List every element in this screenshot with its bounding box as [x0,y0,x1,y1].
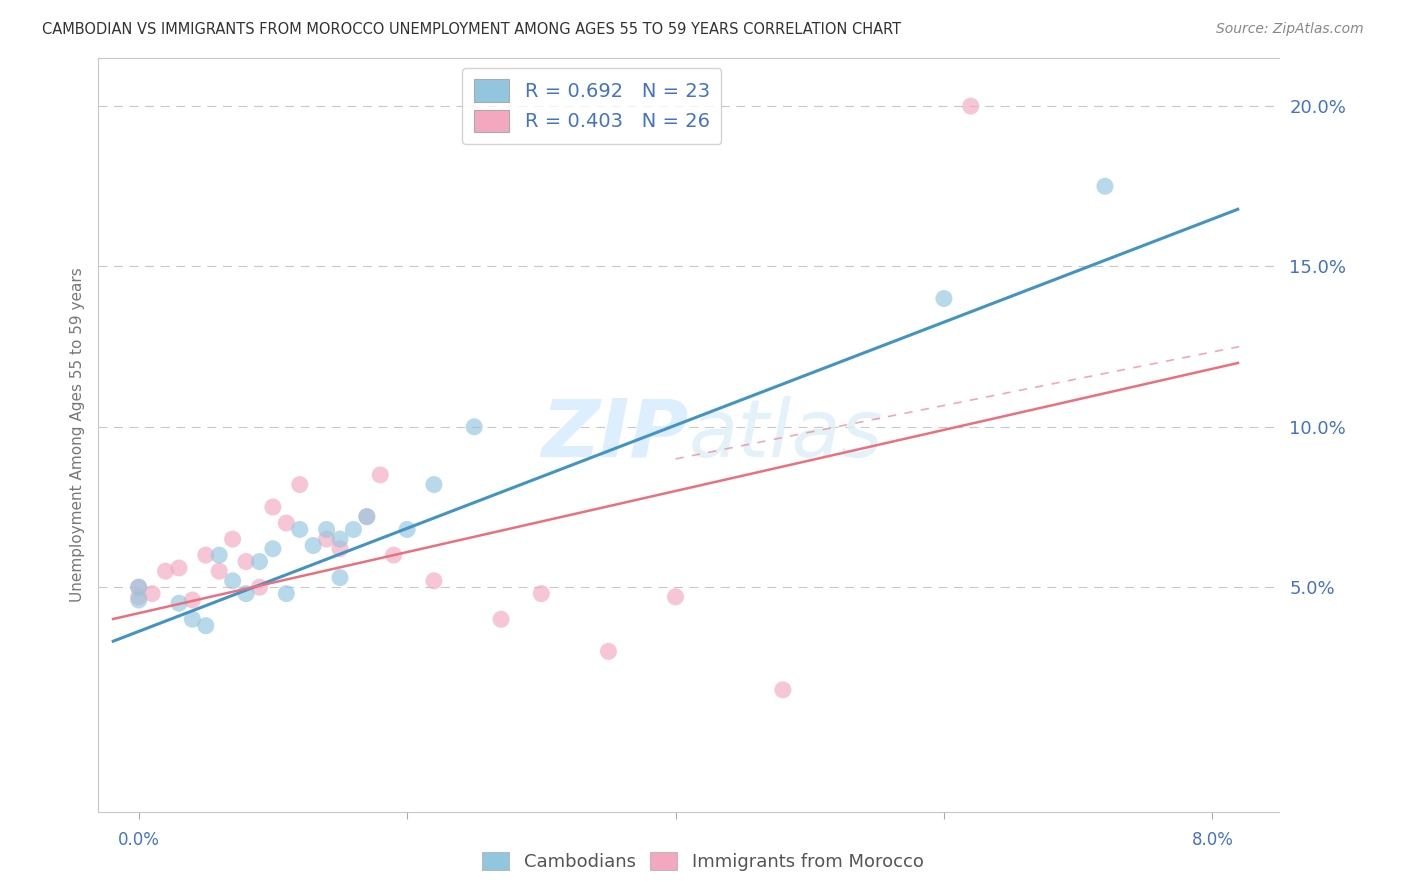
Point [262,500,284,514]
Point [128,580,150,594]
Point [932,292,955,306]
Y-axis label: Unemployment Among Ages 55 to 59 years: Unemployment Among Ages 55 to 59 years [69,268,84,602]
Point [181,612,204,626]
Point [959,99,981,113]
Point [1094,179,1116,194]
Point [489,612,512,626]
Point [167,561,190,575]
Point [530,586,553,600]
Point [221,574,243,588]
Point [288,523,311,537]
Point [262,541,284,556]
Point [329,541,352,556]
Text: atlas: atlas [689,396,884,474]
Point [276,586,298,600]
Point [249,555,271,569]
Point [315,532,337,546]
Point [423,477,446,491]
Point [772,682,794,697]
Point [155,564,177,578]
Point [141,586,163,600]
Point [181,593,204,607]
Point [128,580,150,594]
Point [128,593,150,607]
Point [249,580,271,594]
Point [382,548,405,562]
Legend: Cambodians, Immigrants from Morocco: Cambodians, Immigrants from Morocco [475,845,931,879]
Point [463,420,485,434]
Point [276,516,298,530]
Text: 0.0%: 0.0% [118,831,160,849]
Point [598,644,620,658]
Point [329,532,352,546]
Text: Source: ZipAtlas.com: Source: ZipAtlas.com [1216,22,1364,37]
Point [356,509,378,524]
Text: 8.0%: 8.0% [1191,831,1233,849]
Point [302,539,325,553]
Point [221,532,243,546]
Point [288,477,311,491]
Text: CAMBODIAN VS IMMIGRANTS FROM MOROCCO UNEMPLOYMENT AMONG AGES 55 TO 59 YEARS CORR: CAMBODIAN VS IMMIGRANTS FROM MOROCCO UNE… [42,22,901,37]
Point [167,596,190,610]
Point [315,523,337,537]
Point [368,467,391,482]
Point [342,523,364,537]
Text: ZIP: ZIP [541,396,689,474]
Legend: R = 0.692   N = 23, R = 0.403   N = 26: R = 0.692 N = 23, R = 0.403 N = 26 [463,68,721,144]
Point [235,555,257,569]
Point [329,571,352,585]
Point [208,564,231,578]
Point [235,586,257,600]
Point [128,590,150,604]
Point [356,509,378,524]
Point [423,574,446,588]
Point [208,548,231,562]
Point [194,618,217,632]
Point [664,590,686,604]
Point [396,523,419,537]
Point [194,548,217,562]
